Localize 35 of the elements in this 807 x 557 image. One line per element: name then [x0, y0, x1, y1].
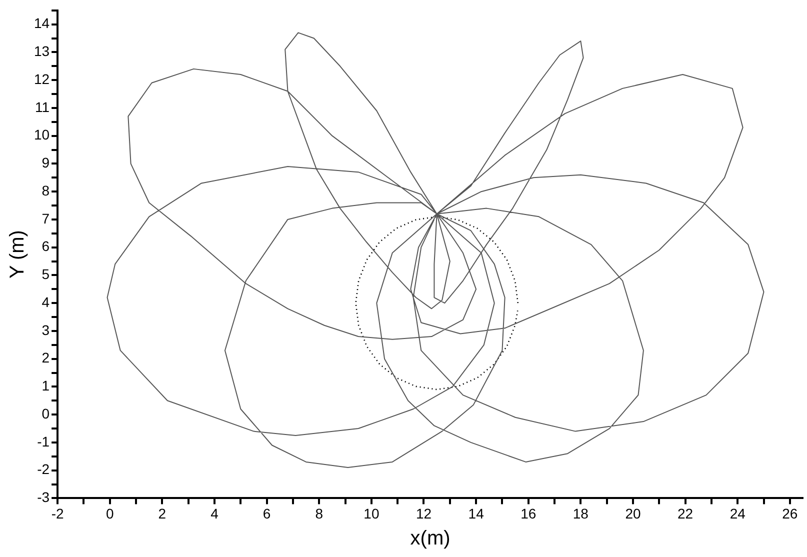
- y-tick-label: -1: [37, 433, 50, 450]
- y-tick-label: 12: [34, 70, 50, 87]
- x-tick-label: 6: [262, 505, 271, 522]
- line-series: [355, 216, 519, 390]
- x-tick-label: 2: [158, 505, 166, 522]
- x-tick-label: 26: [782, 505, 798, 522]
- x-tick-label: 10: [364, 505, 380, 522]
- x-tick-label: 24: [730, 505, 746, 522]
- x-tick-label: 20: [625, 505, 641, 522]
- y-tick-label: 11: [35, 98, 50, 115]
- y-tick-label: 0: [42, 405, 50, 422]
- y-tick-label: 1: [42, 378, 50, 394]
- x-tick-label: 14: [468, 505, 484, 522]
- y-tick-label: 10: [34, 126, 50, 143]
- x-tick-label: 16: [520, 505, 536, 522]
- y-tick-label: 6: [42, 238, 50, 254]
- y-tick-label: 2: [42, 350, 50, 366]
- y-tick-label: 5: [42, 266, 50, 282]
- y-tick-label: 3: [42, 322, 50, 338]
- x-tick-label: 12: [416, 505, 432, 522]
- y-tick-label: 4: [42, 294, 50, 310]
- y-tick-label: -3: [37, 489, 50, 506]
- x-tick-label: 18: [572, 505, 589, 522]
- x-tick-label: 22: [678, 505, 694, 522]
- y-axis-title: Y (m): [6, 230, 29, 279]
- x-tick-label: 8: [315, 505, 324, 522]
- y-tick-label: 13: [34, 43, 50, 60]
- x-axis-title: x(m): [410, 528, 450, 550]
- x-tick-label: 0: [106, 505, 114, 522]
- y-tick-label: 7: [42, 210, 50, 226]
- y-tick-label: -2: [37, 461, 50, 478]
- y-tick-label: 14: [34, 15, 50, 32]
- y-tick-label: 8: [42, 182, 50, 198]
- y-tick-label: 9: [42, 154, 50, 171]
- x-tick-label: 4: [210, 505, 219, 522]
